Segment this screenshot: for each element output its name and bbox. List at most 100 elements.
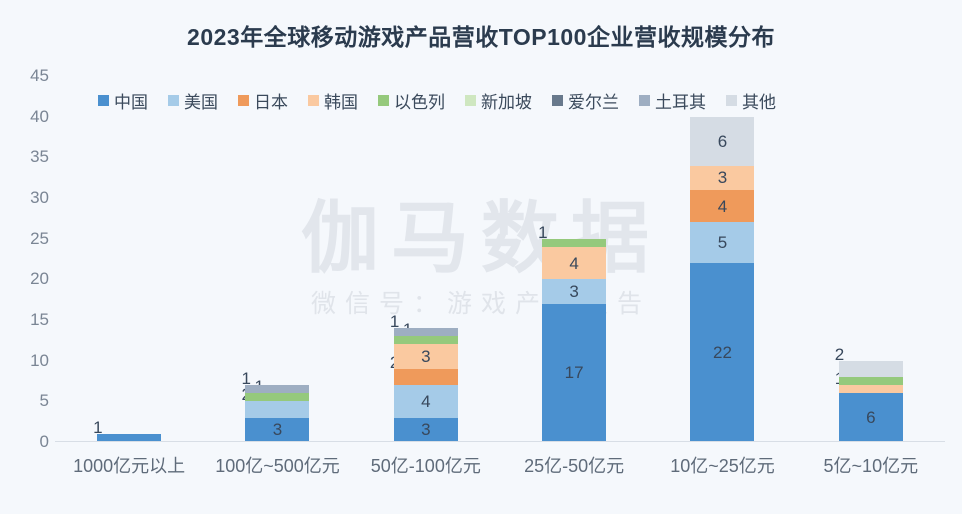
legend-label: 其他 — [742, 93, 776, 112]
legend-item-其他[interactable]: 其他 — [726, 88, 776, 113]
bar-segment-美国[interactable]: 3 — [542, 279, 607, 304]
y-axis-tick-40: 40 — [30, 106, 49, 126]
legend-label: 中国 — [114, 93, 148, 112]
bar-value-label: 1 — [93, 417, 103, 437]
legend-item-韩国[interactable]: 韩国 — [308, 88, 358, 113]
legend-swatch-icon — [465, 95, 476, 106]
bar-value-label: 5 — [717, 233, 728, 253]
bar-segment-韩国[interactable]: 3 — [393, 344, 458, 369]
legend-item-中国[interactable]: 中国 — [98, 88, 148, 113]
legend-item-新加坡[interactable]: 新加坡 — [465, 88, 532, 113]
y-axis-tick-10: 10 — [30, 350, 49, 370]
bar-value-label: 6 — [866, 408, 876, 428]
y-axis-tick-25: 25 — [30, 228, 49, 248]
y-axis-tick-35: 35 — [30, 147, 49, 167]
x-axis-label: 100亿~500亿元 — [215, 456, 340, 476]
legend-swatch-icon — [552, 95, 563, 106]
bar-segment-韩国[interactable]: 3 — [690, 165, 755, 190]
bar-value-label: 1 — [241, 369, 251, 389]
legend-swatch-icon — [98, 95, 109, 106]
legend-item-土耳其[interactable]: 土耳其 — [639, 88, 706, 113]
legend-item-以色列[interactable]: 以色列 — [378, 88, 445, 113]
legend-item-日本[interactable]: 日本 — [238, 88, 288, 113]
bar-segment-以色列[interactable]: 1 — [393, 321, 458, 345]
bar-value-label: 2 — [834, 344, 845, 364]
bar-value-label: 4 — [421, 391, 431, 411]
stacked-bar[interactable]: 17 3 4 1 — [538, 224, 607, 442]
x-axis-line — [55, 441, 945, 442]
bar-slot: 22 5 4 3 6 — [648, 76, 796, 442]
stacked-bar[interactable]: 342311 — [390, 313, 458, 442]
stacked-bar[interactable]: 22 5 4 3 6 — [690, 116, 755, 442]
bar-segment-其他[interactable]: 6 — [690, 116, 755, 166]
bar-value-label: 3 — [717, 168, 728, 188]
bar-slot: 3211 — [203, 76, 351, 442]
y-axis: 45 40 35 30 25 20 15 10 5 0 — [5, 66, 49, 451]
bar-segment-以色列[interactable]: 1 — [245, 378, 310, 402]
legend-swatch-icon — [726, 95, 737, 106]
bar-segment-土耳其[interactable]: 1 — [241, 370, 310, 394]
bar-value-label: 3 — [421, 347, 431, 367]
bar-value-label: 17 — [564, 363, 584, 383]
stacked-bar[interactable]: 6112 — [835, 346, 903, 442]
y-axis-tick-15: 15 — [30, 310, 49, 329]
bar-segment-日本[interactable]: 4 — [690, 189, 755, 223]
bar-slot: 17 3 4 1 — [500, 76, 648, 442]
bar-segment-中国[interactable]: 1 — [93, 419, 162, 442]
legend-item-爱尔兰[interactable]: 爱尔兰 — [552, 88, 619, 113]
bar-value-label: 3 — [421, 420, 431, 440]
bar-slot: 342311 — [352, 76, 500, 442]
x-axis-label: 50亿-100亿元 — [370, 456, 481, 476]
bar-slot: 1 — [55, 76, 203, 442]
bar-segment-以色列[interactable]: 1 — [538, 224, 607, 247]
bar-value-label: 22 — [713, 343, 732, 363]
chart-title: 2023年全球移动游戏产品营收TOP100企业营收规模分布 — [187, 24, 775, 50]
bar-value-label: 1 — [389, 312, 400, 332]
legend-swatch-icon — [168, 95, 179, 106]
y-axis-tick-20: 20 — [30, 269, 49, 289]
bar-segment-中国[interactable]: 22 — [690, 263, 755, 442]
bar-segment-美国[interactable]: 5 — [690, 222, 755, 264]
stacked-bar[interactable]: 3211 — [241, 370, 310, 442]
bar-segment-美国[interactable]: 4 — [393, 385, 458, 418]
bar-value-label: 4 — [569, 253, 579, 273]
bar-segment-日本[interactable]: 2 — [390, 354, 458, 386]
x-axis-label: 5亿~10亿元 — [823, 456, 919, 476]
legend-label: 新加坡 — [481, 93, 532, 112]
bar-group: 13211342311173412254366112 — [55, 76, 945, 442]
x-axis-label: 10亿~25亿元 — [670, 456, 775, 476]
y-axis-tick-5: 5 — [39, 391, 49, 411]
bar-segment-中国[interactable]: 17 — [542, 303, 607, 442]
stacked-bar[interactable]: 1 — [93, 419, 162, 442]
legend-swatch-icon — [308, 95, 319, 106]
bar-value-label: 3 — [272, 420, 283, 440]
legend-swatch-icon — [639, 95, 650, 106]
legend-label: 爱尔兰 — [568, 93, 619, 112]
x-axis-labels: 1000亿元以上 100亿~500亿元 50亿-100亿元 25亿-50亿元 10亿~2… — [55, 452, 945, 478]
bar-segment-以色列[interactable]: 1 — [838, 362, 903, 386]
legend-label: 土耳其 — [655, 93, 706, 112]
bar-segment-美国[interactable]: 2 — [241, 386, 310, 418]
bar-segment-韩国[interactable]: 1 — [835, 370, 903, 394]
bar-segment-中国[interactable]: 3 — [245, 417, 310, 442]
bar-segment-土耳其[interactable]: 1 — [390, 313, 458, 337]
bar-segment-韩国[interactable]: 4 — [542, 246, 607, 280]
bar-segment-中国[interactable]: 6 — [838, 393, 903, 442]
bar-value-label: 4 — [717, 196, 728, 216]
bar-value-label: 6 — [717, 131, 728, 151]
bar-segment-中国[interactable]: 3 — [393, 417, 458, 442]
legend-item-美国[interactable]: 美国 — [168, 88, 218, 113]
bar-slot: 6112 — [797, 76, 945, 442]
bar-value-label: 1 — [538, 222, 548, 242]
legend-label: 美国 — [184, 93, 218, 112]
bar-segment-其他[interactable]: 2 — [835, 346, 903, 377]
x-axis-label: 25亿-50亿元 — [524, 456, 625, 476]
y-axis-tick-0: 0 — [39, 432, 49, 451]
legend-swatch-icon — [238, 95, 249, 106]
x-axis-label: 1000亿元以上 — [73, 456, 186, 476]
chart-legend: 中国 美国 日本 韩国 以色列 新加坡 爱尔兰 土耳其 其他 — [98, 88, 776, 113]
legend-label: 日本 — [254, 93, 288, 112]
legend-label: 以色列 — [394, 93, 445, 112]
legend-label: 韩国 — [324, 93, 358, 112]
